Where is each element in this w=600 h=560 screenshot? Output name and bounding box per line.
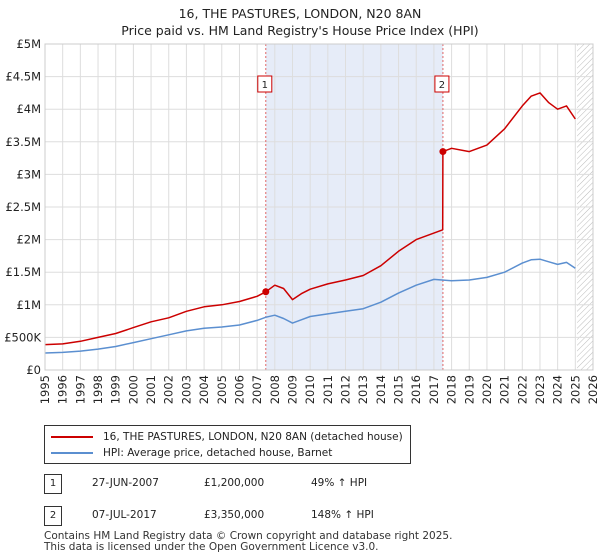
sale-point bbox=[262, 288, 270, 296]
y-tick-label: £4.5M bbox=[5, 70, 41, 84]
x-tick-label: 2026 bbox=[586, 375, 600, 404]
y-tick-label: £1M bbox=[16, 298, 41, 312]
marker-box bbox=[434, 75, 450, 93]
transaction-date: 07-JUL-2017 bbox=[92, 509, 157, 521]
x-tick-label: 2010 bbox=[303, 375, 317, 404]
x-tick-label: 1995 bbox=[38, 375, 52, 404]
series-line-property bbox=[44, 92, 576, 346]
x-tick-label: 1998 bbox=[91, 375, 105, 404]
sale-point bbox=[439, 148, 447, 156]
transaction-row: 1 27-JUN-2007 £1,200,000 49% ↑ HPI bbox=[44, 474, 464, 494]
x-tick-label: 2024 bbox=[551, 375, 565, 404]
x-tick-label: 2009 bbox=[285, 375, 299, 404]
transaction-hpi-change: 148% ↑ HPI bbox=[311, 509, 374, 521]
x-tick-label: 2008 bbox=[268, 375, 282, 404]
legend-swatch-property bbox=[51, 436, 93, 438]
transaction-price: £1,200,000 bbox=[204, 477, 265, 489]
marker-box bbox=[257, 75, 273, 93]
x-tick-label: 2016 bbox=[409, 375, 423, 404]
transaction-price: £3,350,000 bbox=[204, 509, 265, 521]
attribution-line-2: This data is licensed under the Open Gov… bbox=[44, 541, 379, 553]
series-line-hpi bbox=[44, 258, 576, 354]
legend-label-property: 16, THE PASTURES, LONDON, N20 8AN (detac… bbox=[103, 431, 403, 443]
x-tick-label: 2005 bbox=[215, 375, 229, 404]
transaction-hpi-change: 49% ↑ HPI bbox=[311, 477, 368, 489]
x-tick-label: 2023 bbox=[533, 375, 547, 404]
y-tick-label: £500K bbox=[4, 330, 41, 344]
y-tick-label: £3M bbox=[16, 167, 41, 181]
x-tick-label: 1997 bbox=[73, 375, 87, 404]
x-tick-label: 2004 bbox=[197, 375, 211, 404]
x-tick-label: 1999 bbox=[109, 375, 123, 404]
x-tick-label: 2002 bbox=[162, 375, 176, 404]
x-tick-label: 2020 bbox=[480, 375, 494, 404]
transaction-number: 1 bbox=[44, 474, 62, 494]
legend-item-property: 16, THE PASTURES, LONDON, N20 8AN (detac… bbox=[51, 430, 403, 444]
marker-label: 2 bbox=[439, 80, 445, 91]
attribution-line-1: Contains HM Land Registry data © Crown c… bbox=[44, 530, 453, 542]
x-tick-label: 2025 bbox=[568, 375, 582, 404]
x-tick-label: 2018 bbox=[445, 375, 459, 404]
x-tick-label: 2013 bbox=[356, 375, 370, 404]
y-tick-label: £2.5M bbox=[5, 200, 41, 214]
x-tick-label: 2021 bbox=[498, 375, 512, 404]
x-tick-label: 2017 bbox=[427, 375, 441, 404]
y-tick-label: £5M bbox=[16, 37, 41, 51]
legend-item-hpi: HPI: Average price, detached house, Barn… bbox=[51, 446, 332, 460]
x-tick-label: 2003 bbox=[179, 375, 193, 404]
x-tick-label: 2011 bbox=[321, 375, 335, 404]
y-tick-label: £3.5M bbox=[5, 135, 41, 149]
x-tick-label: 2015 bbox=[392, 375, 406, 404]
chart-title: 16, THE PASTURES, LONDON, N20 8AN bbox=[178, 6, 422, 21]
legend-swatch-hpi bbox=[51, 452, 93, 454]
chart-legend: 16, THE PASTURES, LONDON, N20 8AN (detac… bbox=[44, 425, 411, 464]
legend-label-hpi: HPI: Average price, detached house, Barn… bbox=[103, 447, 333, 459]
x-tick-label: 2006 bbox=[232, 375, 246, 404]
chart-subtitle: Price paid vs. HM Land Registry's House … bbox=[121, 23, 479, 38]
attribution-footer: Contains HM Land Registry data © Crown c… bbox=[44, 531, 452, 553]
y-tick-label: £4M bbox=[16, 102, 41, 116]
transaction-date: 27-JUN-2007 bbox=[92, 477, 159, 489]
x-tick-label: 1996 bbox=[56, 375, 70, 404]
transaction-row: 2 07-JUL-2017 £3,350,000 148% ↑ HPI bbox=[44, 506, 464, 526]
chart-plot: 1 2 £0 £500K £1M £1.5M £2M £2.5M £3M £3.5M £4M £4.… bbox=[4, 37, 600, 404]
x-tick-label: 2012 bbox=[339, 375, 353, 404]
x-tick-label: 2000 bbox=[126, 375, 140, 404]
y-tick-label: £1.5M bbox=[5, 265, 41, 279]
x-tick-label: 2019 bbox=[462, 375, 476, 404]
y-tick-label: £2M bbox=[16, 233, 41, 247]
y-tick-label: £0 bbox=[26, 363, 41, 377]
transaction-number: 2 bbox=[44, 506, 62, 526]
x-tick-label: 2014 bbox=[374, 375, 388, 404]
x-tick-label: 2007 bbox=[250, 375, 264, 404]
x-tick-label: 2001 bbox=[144, 375, 158, 404]
marker-label: 1 bbox=[262, 80, 268, 91]
x-tick-label: 2022 bbox=[515, 375, 529, 404]
